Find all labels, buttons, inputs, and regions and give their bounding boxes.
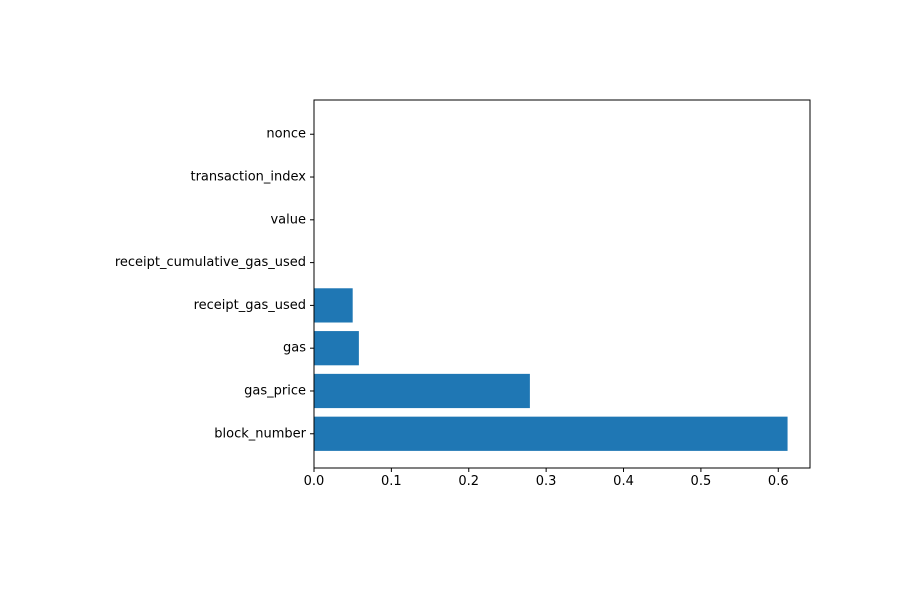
y-tick-label: receipt_cumulative_gas_used — [115, 255, 306, 270]
x-tick-label: 0.1 — [381, 474, 402, 489]
y-tick-label: gas_price — [244, 383, 306, 398]
y-tick-label: nonce — [266, 127, 306, 142]
x-tick-label: 0.0 — [304, 474, 325, 489]
bars-group — [314, 288, 788, 451]
bar-block-number — [314, 416, 788, 451]
y-tick-label: gas — [283, 341, 306, 356]
y-tick-label: value — [270, 212, 306, 227]
x-axis-ticks: 0.0 0.1 0.2 0.3 0.4 0.5 0.6 — [304, 468, 789, 489]
y-axis-ticks: block_number gas_price gas receipt_gas_used… — [115, 127, 314, 441]
x-tick-label: 0.4 — [613, 474, 634, 489]
x-tick-label: 0.6 — [768, 474, 789, 489]
y-tick-label: transaction_index — [190, 170, 306, 185]
x-tick-label: 0.5 — [691, 474, 712, 489]
x-tick-label: 0.3 — [536, 474, 557, 489]
bar-receipt-gas-used — [314, 288, 353, 323]
bar-gas-price — [314, 373, 530, 409]
y-tick-label: receipt_gas_used — [194, 298, 306, 313]
plot-frame — [313, 99, 811, 469]
x-tick-label: 0.2 — [458, 474, 479, 489]
y-tick-label: block_number — [214, 426, 306, 441]
bar-gas — [314, 331, 359, 366]
